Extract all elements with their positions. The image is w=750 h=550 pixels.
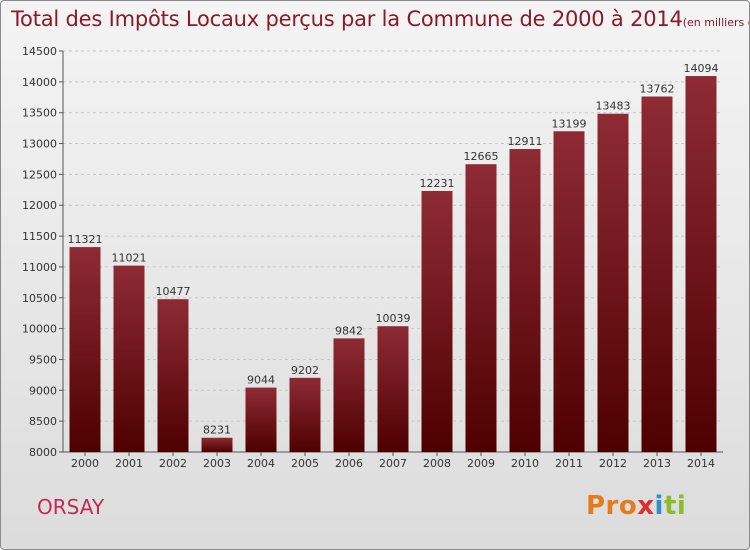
x-tick-label: 2000: [71, 457, 99, 470]
x-tick-label: 2009: [467, 457, 495, 470]
data-label: 12665: [464, 150, 499, 163]
y-tick-label: 13000: [22, 138, 57, 151]
y-tick-label: 13500: [22, 107, 57, 120]
x-tick-label: 2008: [423, 457, 451, 470]
bar: [509, 149, 541, 452]
bar: [685, 76, 717, 453]
data-label: 9842: [335, 324, 363, 337]
chart-subtitle: (en milliers d'€): [682, 16, 749, 29]
data-label: 14094: [684, 62, 719, 75]
bar: [421, 190, 453, 452]
bar: [465, 164, 497, 452]
x-tick-label: 2010: [511, 457, 539, 470]
bar: [69, 247, 101, 452]
logo-part-2: x: [637, 491, 655, 521]
logo-part-4: ti: [663, 491, 687, 521]
chart-title-block: Total des Impôts Locaux perçus par la Co…: [11, 7, 749, 31]
x-tick-label: 2002: [159, 457, 187, 470]
chart-title: Total des Impôts Locaux perçus par la Co…: [11, 7, 683, 31]
x-tick-label: 2014: [687, 457, 715, 470]
y-tick-label: 9000: [29, 384, 57, 397]
bar: [245, 387, 277, 452]
bar: [289, 377, 321, 452]
x-tick-label: 2011: [555, 457, 583, 470]
data-label: 13762: [640, 83, 675, 96]
data-label: 12911: [508, 135, 543, 148]
data-label: 12231: [420, 177, 455, 190]
logo-part-1: Pro: [586, 491, 638, 521]
y-tick-label: 14000: [22, 76, 57, 89]
x-tick-label: 2003: [203, 457, 231, 470]
y-tick-label: 10500: [22, 292, 57, 305]
data-label: 11321: [68, 233, 103, 246]
x-tick-label: 2012: [599, 457, 627, 470]
bar: [157, 299, 189, 452]
x-tick-label: 2007: [379, 457, 407, 470]
y-tick-label: 8000: [29, 446, 57, 459]
data-label: 9044: [247, 374, 275, 387]
y-tick-label: 9500: [29, 353, 57, 366]
y-tick-label: 11000: [22, 261, 57, 274]
bar: [597, 113, 629, 452]
data-label: 8231: [203, 424, 231, 437]
x-tick-label: 2001: [115, 457, 143, 470]
data-label: 10039: [376, 312, 411, 325]
data-label: 13483: [596, 100, 631, 113]
bar: [377, 326, 409, 452]
bar: [113, 265, 145, 452]
data-label: 11021: [112, 252, 147, 265]
x-tick-label: 2005: [291, 457, 319, 470]
y-tick-label: 14500: [22, 45, 57, 58]
commune-name: ORSAY: [37, 495, 105, 519]
proxiti-logo: Proxiti: [586, 491, 686, 521]
x-tick-label: 2013: [643, 457, 671, 470]
data-label: 13199: [552, 117, 587, 130]
bar: [201, 437, 233, 452]
y-tick-label: 10000: [22, 323, 57, 336]
x-tick-label: 2004: [247, 457, 275, 470]
data-label: 9202: [291, 364, 319, 377]
bar: [641, 96, 673, 452]
data-label: 10477: [156, 285, 191, 298]
logo-part-3: i: [654, 491, 664, 521]
bar: [333, 338, 365, 452]
y-tick-label: 12000: [22, 199, 57, 212]
y-tick-label: 11500: [22, 230, 57, 243]
bar: [553, 131, 585, 452]
y-tick-label: 8500: [29, 415, 57, 428]
y-tick-label: 12500: [22, 168, 57, 181]
x-tick-label: 2006: [335, 457, 363, 470]
